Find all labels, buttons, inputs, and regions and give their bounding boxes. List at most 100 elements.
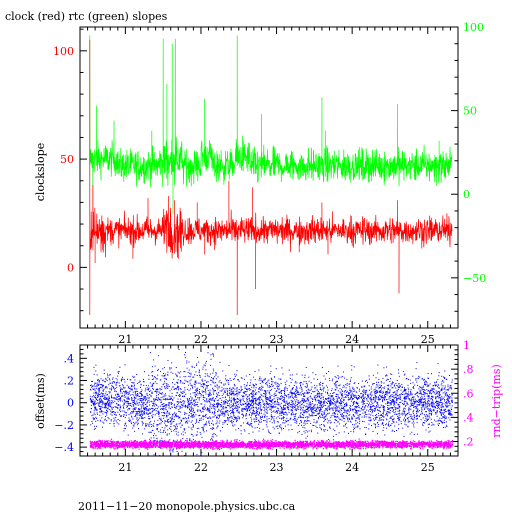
offset-point <box>241 413 243 415</box>
offset-point <box>353 428 355 429</box>
offset-point <box>228 418 230 420</box>
offset-point <box>450 413 452 415</box>
offset-point <box>423 405 425 407</box>
offset-point <box>235 405 237 407</box>
offset-point <box>444 409 446 411</box>
offset-point <box>355 423 357 425</box>
offset-point <box>409 415 411 417</box>
offset-point <box>409 420 411 422</box>
offset-point <box>118 382 120 384</box>
offset-point <box>114 382 116 384</box>
offset-point <box>433 388 435 390</box>
offset-point <box>224 421 226 423</box>
offset-point <box>177 401 179 403</box>
offset-point <box>159 389 161 391</box>
offset-point <box>250 417 252 419</box>
offset-point <box>388 396 390 398</box>
offset-point <box>203 387 204 389</box>
offset-point <box>281 417 283 419</box>
offset-point <box>101 411 102 413</box>
offset-point <box>383 411 384 413</box>
offset-point <box>369 420 371 422</box>
offset-point <box>212 381 214 383</box>
offset-point <box>445 402 447 403</box>
offset-point <box>217 402 219 404</box>
offset-point <box>107 417 109 419</box>
offset-point <box>132 403 134 405</box>
offset-point <box>297 408 299 410</box>
offset-point <box>115 399 117 400</box>
offset-point <box>392 382 394 384</box>
offset-point <box>300 406 302 408</box>
offset-point <box>303 393 305 395</box>
offset-point <box>404 421 406 423</box>
series-clock-line <box>89 40 453 316</box>
offset-point <box>100 420 102 422</box>
offset-point <box>117 395 119 397</box>
offset-point <box>328 394 330 396</box>
offset-point <box>170 367 172 369</box>
offset-point <box>217 414 219 416</box>
offset-point <box>441 387 443 389</box>
offset-point <box>256 411 258 413</box>
offset-point <box>95 402 97 404</box>
offset-point <box>237 399 239 400</box>
offset-point <box>319 415 321 417</box>
offset-point <box>230 413 232 415</box>
offset-point <box>101 401 103 403</box>
offset-point <box>208 398 210 400</box>
offset-point <box>306 403 308 405</box>
offset-point <box>236 395 238 397</box>
offset-point <box>134 397 136 399</box>
offset-point <box>128 417 130 419</box>
offset-point <box>345 394 347 396</box>
offset-point <box>168 412 170 414</box>
offset-point <box>136 374 138 375</box>
offset-point <box>386 375 388 377</box>
offset-point <box>299 387 301 389</box>
offset-point <box>267 397 269 399</box>
offset-point <box>284 413 286 415</box>
offset-point <box>328 409 330 411</box>
offset-point <box>156 440 158 442</box>
offset-point <box>414 401 416 403</box>
offset-point <box>174 416 176 418</box>
offset-point <box>410 404 412 406</box>
offset-point <box>139 380 141 382</box>
offset-point <box>392 382 394 383</box>
offset-point <box>98 403 100 404</box>
offset-point <box>442 409 444 411</box>
offset-point <box>144 428 146 430</box>
offset-point <box>448 402 450 404</box>
offset-point <box>402 410 404 412</box>
offset-point <box>149 423 151 425</box>
offset-point <box>397 369 399 371</box>
offset-point <box>302 406 304 408</box>
offset-point <box>312 411 314 413</box>
offset-point <box>150 390 152 392</box>
offset-point <box>139 411 141 413</box>
offset-point <box>144 395 146 397</box>
offset-point <box>343 371 344 373</box>
offset-point <box>382 429 384 431</box>
offset-point <box>170 426 172 427</box>
offset-point <box>255 414 257 416</box>
offset-point <box>235 393 237 395</box>
offset-point <box>92 422 93 424</box>
offset-point <box>192 414 194 416</box>
offset-point <box>224 411 226 413</box>
offset-point <box>189 411 190 413</box>
offset-point <box>99 411 101 413</box>
offset-point <box>271 416 273 418</box>
offset-point <box>389 397 391 399</box>
offset-point <box>387 390 389 392</box>
offset-point <box>123 416 125 417</box>
offset-point <box>162 403 164 405</box>
offset-point <box>306 411 308 413</box>
offset-point <box>216 392 218 394</box>
offset-point <box>399 412 400 414</box>
offset-point <box>300 394 302 396</box>
offset-point <box>252 431 254 433</box>
offset-point <box>451 388 453 390</box>
offset-point <box>322 404 324 406</box>
